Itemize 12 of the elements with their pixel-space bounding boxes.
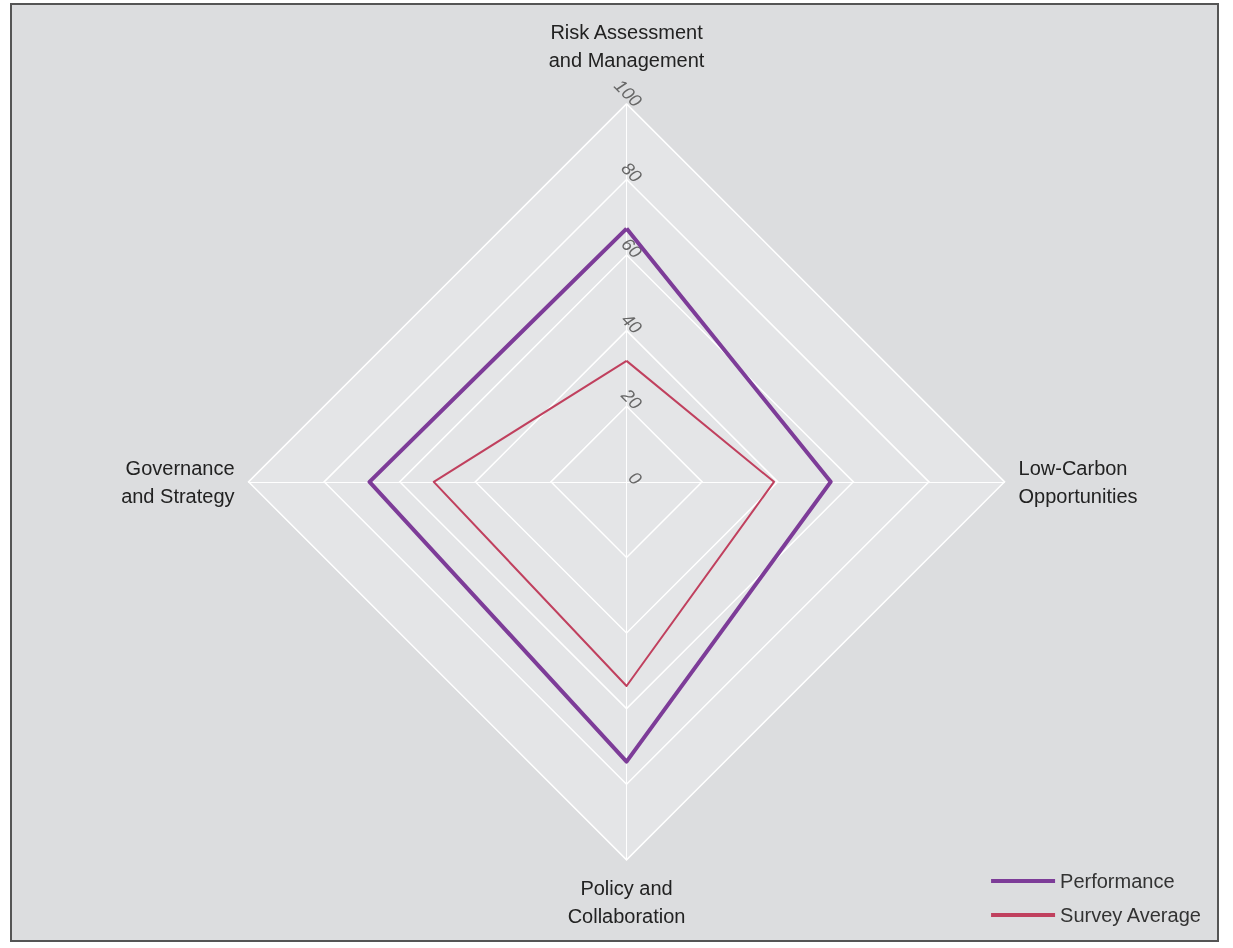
y-tick-label: 0 <box>624 467 646 489</box>
y-tick-label: 40 <box>617 309 646 338</box>
y-tick-label: 80 <box>617 158 646 187</box>
y-tick-label: 100 <box>610 75 646 111</box>
legend-label: Performance <box>1060 870 1175 892</box>
y-tick-label: 60 <box>617 233 646 263</box>
spoke-label: Policy and Collaboration <box>567 876 686 927</box>
spoke-label: Low-Carbon Opportunities <box>1018 456 1138 507</box>
spoke-label: Risk Assessment and Management <box>548 21 705 72</box>
legend-label: Survey Average <box>1060 904 1201 926</box>
y-tick-label: 20 <box>616 384 646 414</box>
spoke-label: Governance and Strategy <box>121 456 235 507</box>
